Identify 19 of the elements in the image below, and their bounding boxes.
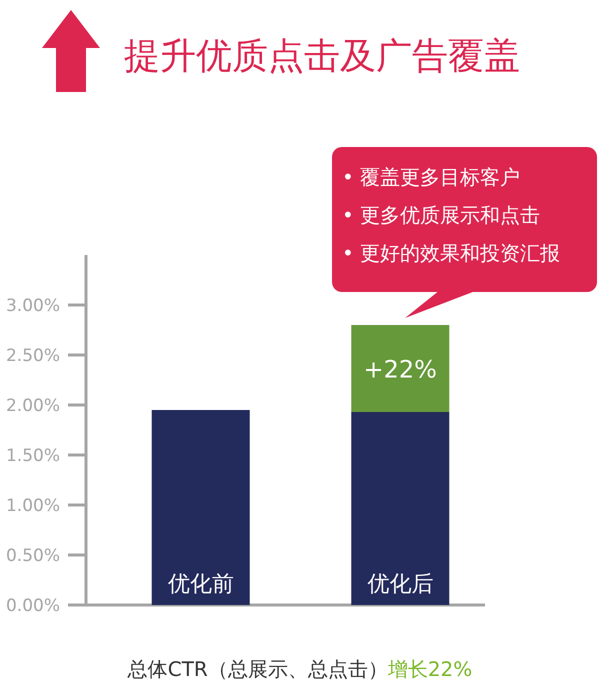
annotation: +22% xyxy=(364,356,437,384)
bar xyxy=(351,412,450,605)
y-tick-label: 2.50% xyxy=(6,346,60,366)
y-tick-label: 0.00% xyxy=(6,596,60,616)
bar xyxy=(152,410,250,605)
x-tick-label: 优化后 xyxy=(367,572,434,597)
y-tick-label: 3.00% xyxy=(6,296,60,316)
y-tick-label: 2.00% xyxy=(6,396,60,416)
chart-title: 提升优质点击及广告覆盖 xyxy=(124,36,520,77)
y-tick-label: 1.00% xyxy=(6,496,60,516)
y-tick-label: 0.50% xyxy=(6,546,60,566)
text: • 更多优质展示和点击 xyxy=(342,203,540,227)
x-axis-title: 总体CTR（总展示、总点击） xyxy=(126,657,388,681)
text: 增长22% xyxy=(386,657,472,681)
annotation: • 更好的效果和投资汇报 xyxy=(342,241,560,265)
x-tick-label: 优化前 xyxy=(168,572,234,597)
text: • 覆盖更多目标客户 xyxy=(342,165,520,189)
y-tick-label: 1.50% xyxy=(6,446,60,466)
bar xyxy=(351,325,450,412)
